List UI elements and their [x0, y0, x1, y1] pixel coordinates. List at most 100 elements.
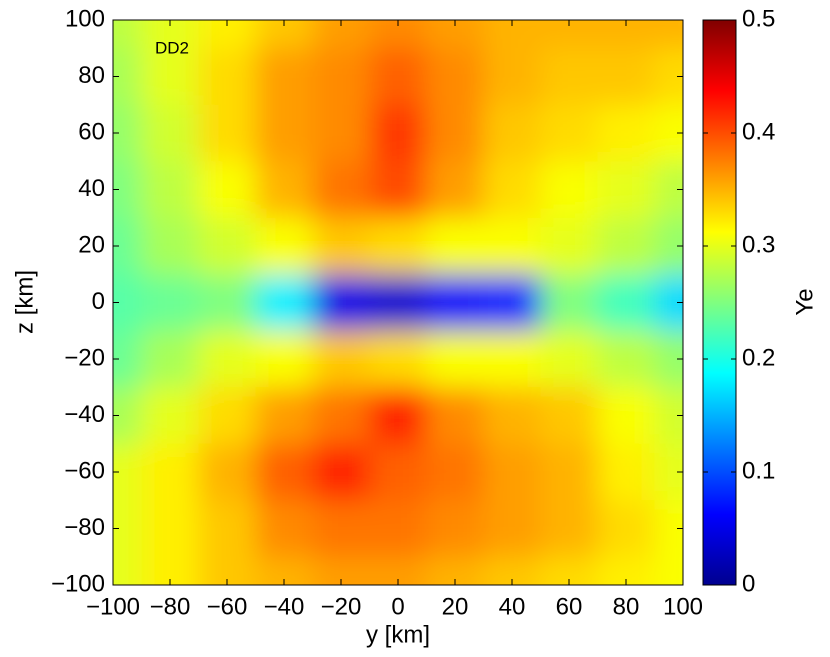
heatmap-cell — [597, 330, 655, 388]
heatmap-cell — [597, 387, 655, 445]
y-tick-label: −100 — [51, 570, 105, 597]
heatmap-cell — [255, 274, 313, 332]
heatmap-cell — [141, 443, 199, 501]
colorbar-tick-label: 0.5 — [742, 5, 775, 32]
heatmap-cell — [255, 217, 313, 275]
heatmap-cell — [141, 104, 199, 162]
heatmap-cell — [597, 161, 655, 219]
heatmap-cell — [198, 217, 256, 275]
heatmap-cell — [426, 161, 484, 219]
heatmap-cell — [312, 274, 370, 332]
y-tick-label: 80 — [78, 62, 105, 89]
y-tick-label: −40 — [64, 401, 105, 428]
x-tick-label: 80 — [613, 593, 640, 620]
y-tick-label: 40 — [78, 175, 105, 202]
colorbar-tick-label: 0 — [742, 570, 755, 597]
heatmap-cell — [540, 104, 598, 162]
heatmap-cell — [141, 387, 199, 445]
heatmap-cell — [540, 48, 598, 106]
heatmap-cell — [426, 330, 484, 388]
annotation: DD2 — [155, 38, 189, 57]
heatmap-cell — [654, 556, 683, 585]
heatmap-cell — [255, 387, 313, 445]
heatmap-cell — [540, 274, 598, 332]
heatmap-cell — [255, 48, 313, 106]
heatmap-cell — [198, 443, 256, 501]
y-tick-label: −60 — [64, 457, 105, 484]
y-axis-label: z [km] — [11, 270, 38, 334]
heatmap-cell — [426, 217, 484, 275]
heatmap-cell — [483, 217, 541, 275]
y-tick-label: 60 — [78, 118, 105, 145]
heatmap-cell — [141, 500, 199, 558]
axes: −100 −80 −60 −40 −20 0 20 40 60 80 100 −100 −80 −60 −4… — [51, 5, 775, 620]
heatmap-cell — [597, 217, 655, 275]
heatmap-cell — [597, 104, 655, 162]
x-tick-label: 60 — [556, 593, 583, 620]
heatmap-cell — [198, 48, 256, 106]
heatmap-cell — [597, 48, 655, 106]
x-axis-label: y [km] — [366, 621, 430, 648]
heatmap-cell — [540, 217, 598, 275]
heatmap-cell — [597, 274, 655, 332]
y-tick-label: 100 — [65, 5, 105, 32]
colorbar-tick-label: 0.2 — [742, 344, 775, 371]
heatmap-cell — [540, 443, 598, 501]
heatmap-cell — [540, 500, 598, 558]
x-tick-label: 0 — [391, 593, 404, 620]
heatmap-cell — [483, 330, 541, 388]
heatmap-cell — [312, 330, 370, 388]
heatmap-cell — [255, 443, 313, 501]
heatmap-cell — [369, 387, 427, 445]
heatmap-cell — [198, 161, 256, 219]
heatmap-cell — [198, 104, 256, 162]
heatmap-cell — [426, 387, 484, 445]
heatmap-cell — [255, 161, 313, 219]
heatmap-cell — [426, 500, 484, 558]
x-tick-label: 100 — [663, 593, 703, 620]
heatmap-cell — [369, 48, 427, 106]
heatmap-cell — [540, 330, 598, 388]
heatmap-cell — [483, 387, 541, 445]
heatmap-cell — [312, 161, 370, 219]
heatmap-cell — [141, 330, 199, 388]
heatmap-cell — [483, 161, 541, 219]
heatmap-cell — [141, 217, 199, 275]
heatmap-cell — [483, 48, 541, 106]
colorbar-label: Ye — [791, 288, 818, 315]
heatmap-cell — [540, 387, 598, 445]
heatmap-cell — [369, 443, 427, 501]
heatmap-cell — [369, 161, 427, 219]
heatmap-cell — [369, 217, 427, 275]
heatmap-cell — [255, 500, 313, 558]
x-tick-label: −100 — [86, 593, 140, 620]
heatmap-cell — [483, 274, 541, 332]
heatmap-cell — [483, 443, 541, 501]
colorbar-tick-label: 0.1 — [742, 457, 775, 484]
colorbar-tick-label: 0.3 — [742, 231, 775, 258]
y-tick-label: −20 — [64, 344, 105, 371]
x-tick-label: 20 — [442, 593, 469, 620]
y-tick-label: −80 — [64, 514, 105, 541]
heatmap-cell — [255, 104, 313, 162]
heatmap — [113, 20, 683, 585]
heatmap-cell — [198, 330, 256, 388]
heatmap-cell — [141, 48, 199, 106]
heatmap-cell — [198, 274, 256, 332]
heatmap-cells — [113, 20, 683, 585]
colorbar-tick-label: 0.4 — [742, 118, 775, 145]
heatmap-cell — [369, 330, 427, 388]
y-tick-label: 0 — [92, 288, 105, 315]
heatmap-cell — [597, 500, 655, 558]
x-tick-label: −60 — [207, 593, 248, 620]
heatmap-cell — [141, 274, 199, 332]
heatmap-cell — [426, 104, 484, 162]
heatmap-cell — [312, 443, 370, 501]
heatmap-cell — [369, 104, 427, 162]
heatmap-cell — [426, 274, 484, 332]
heatmap-cell — [113, 556, 142, 585]
x-tick-label: −40 — [264, 593, 305, 620]
x-tick-label: −20 — [321, 593, 362, 620]
heatmap-cell — [312, 104, 370, 162]
